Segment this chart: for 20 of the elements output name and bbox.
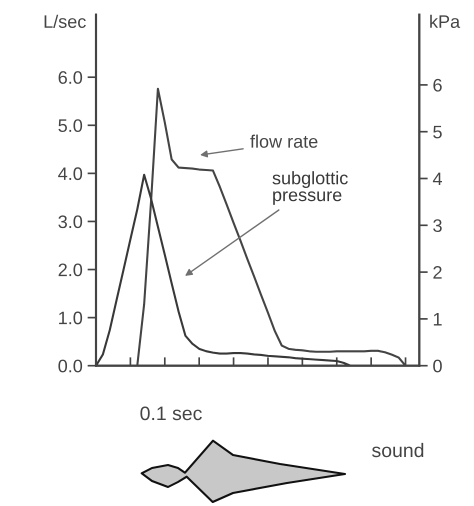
y2-tick-label: 2: [433, 266, 442, 279]
y2-tick-label: 6: [433, 78, 442, 92]
y-tick-label: 3.0: [58, 215, 82, 228]
y-axis-title: L/sec: [44, 14, 86, 28]
text: sound: [372, 442, 424, 458]
y-tick-label: 1.0: [59, 312, 82, 324]
y-tick-label: 6.0: [58, 71, 82, 84]
y2-axis-title: kPa: [430, 14, 460, 28]
y-tick-label: 0.0: [58, 360, 82, 372]
y2-tick-label: 0: [433, 360, 442, 372]
text: subglottic pressure: [272, 171, 348, 205]
y2-tick-label: 3: [433, 219, 442, 232]
y2-tick-label: 4: [432, 172, 442, 186]
text: 0.1 sec: [140, 406, 202, 420]
y2-tick-label: 1: [434, 313, 442, 326]
y2-tick-label: 5: [433, 126, 442, 138]
text: flow rate: [250, 134, 318, 148]
y-tick-label: 5.0: [58, 119, 82, 132]
y-tick-label: 4.0: [58, 167, 82, 180]
y-tick-label: 2.0: [58, 263, 82, 276]
